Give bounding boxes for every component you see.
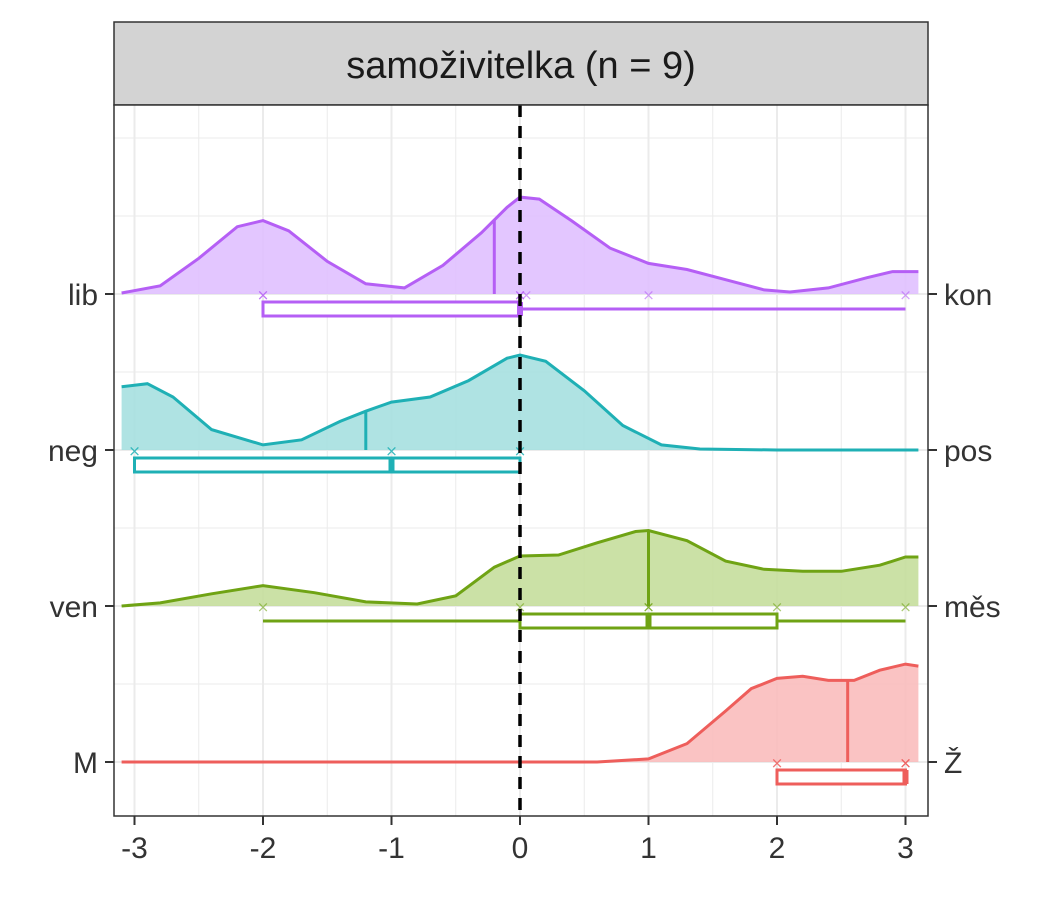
data-point: ×: [128, 442, 141, 460]
density-curve: [121, 353, 919, 452]
data-point: ×: [520, 286, 533, 304]
data-point: ×: [899, 754, 912, 772]
data-point: ×: [899, 754, 912, 772]
y-label-right: kon: [944, 279, 992, 312]
box: [133, 456, 522, 474]
data-point: ×: [899, 286, 912, 304]
data-point: ×: [514, 598, 527, 616]
data-point: ×: [771, 754, 784, 772]
x-tick-label: -1: [378, 832, 405, 865]
facet-title: samoživitelka (n = 9): [346, 45, 696, 87]
data-point: ×: [642, 598, 655, 616]
density-area: [121, 664, 919, 762]
data-point: ×: [385, 442, 398, 460]
box: [261, 300, 522, 318]
facet-strip-background: [113, 21, 929, 106]
data-point: ×: [899, 598, 912, 616]
data-point: ×: [257, 598, 270, 616]
y-label-right: Ž: [944, 747, 962, 780]
box: [775, 768, 907, 786]
x-tick-label: -3: [121, 832, 148, 865]
axes: -3 -2 -1 0 1 2 3 lib kon neg pos ven měs M Ž: [48, 279, 1001, 865]
ridge-M: ×× ×××: [121, 662, 919, 786]
data-point: ×: [257, 286, 270, 304]
data-point: ×: [128, 442, 141, 460]
data-point: ×: [385, 442, 398, 460]
y-label-left: lib: [68, 279, 98, 312]
facet-strip: samoživitelka (n = 9): [113, 21, 929, 106]
data-point: ×: [642, 286, 655, 304]
data-point: ×: [899, 754, 912, 772]
y-label-left: ven: [50, 591, 98, 624]
x-tick-label: -2: [250, 832, 277, 865]
density-curve: [121, 662, 919, 764]
data-point: ×: [642, 598, 655, 616]
y-label-left: neg: [48, 435, 98, 468]
y-label-right: měs: [944, 591, 1001, 624]
x-tick-label: 0: [512, 832, 529, 865]
density-area: [121, 197, 919, 294]
y-label-right: pos: [944, 435, 992, 468]
x-tick-label: 1: [640, 832, 657, 865]
x-tick-label: 3: [897, 832, 914, 865]
x-tick-label: 2: [769, 832, 786, 865]
data-point: ×: [771, 754, 784, 772]
data-point: ×: [257, 286, 270, 304]
y-label-left: M: [73, 747, 98, 780]
density-curve: [121, 528, 919, 608]
data-point: ×: [771, 598, 784, 616]
